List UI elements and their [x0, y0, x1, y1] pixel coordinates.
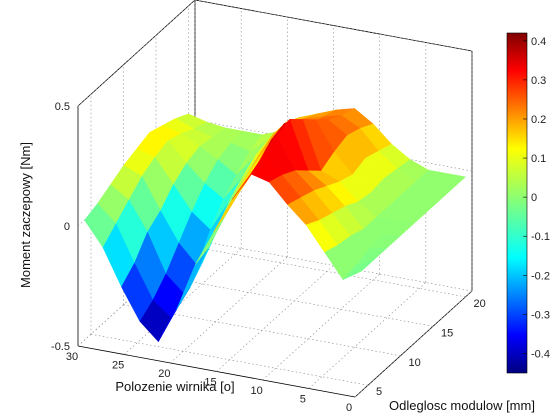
box-edge [77, 0, 196, 107]
grid-line [123, 304, 401, 357]
colorbar-tick-label: 0.2 [531, 114, 546, 126]
y-tick-label: 15 [441, 327, 453, 339]
y-tick-label: 5 [376, 386, 382, 398]
grid-line [308, 282, 427, 389]
box-edge [354, 290, 473, 398]
colorbar-tick-label: -0.4 [531, 348, 550, 360]
colorbar-tick-label: 0.1 [531, 153, 546, 165]
y-tick-label: 10 [409, 357, 421, 369]
x-tick-label: 25 [112, 360, 124, 372]
colorbar-ticks: 0.4 0.3 0.2 0.1 0 -0.1 -0.2 -0.3 -0.4 [523, 36, 550, 360]
colorbar-tick-label: 0 [531, 192, 537, 204]
z-axis-label: Moment zaczepowy [Nm] [18, 142, 33, 288]
z-tick-label: 0.5 [55, 101, 70, 113]
x-tick-label: 0 [346, 402, 352, 414]
grid-line [262, 273, 380, 381]
y-tick-label: 20 [474, 298, 486, 310]
grid-line [194, 0, 473, 52]
x-tick-label: 10 [251, 385, 263, 397]
axis-ticks: -0.5 0 0.5 30 25 20 15 10 5 0 5 10 15 20 [51, 101, 486, 414]
colorbar-tick-label: 0.3 [531, 75, 546, 87]
grid-line [90, 333, 369, 386]
x-tick-label: 30 [66, 351, 78, 363]
colorbar [506, 32, 528, 374]
z-tick-label: -0.5 [51, 341, 70, 353]
y-axis-label: Odleglosc modulow [mm] [389, 398, 535, 413]
grid-line [188, 245, 466, 298]
grid-line [155, 275, 434, 327]
colorbar-tick-label: -0.2 [531, 270, 550, 282]
colorbar-tick-label: 0.4 [531, 36, 546, 48]
colorbar-tick-label: -0.1 [531, 231, 550, 243]
colorbar-tick-label: -0.3 [531, 309, 550, 321]
surface-mesh [84, 108, 467, 343]
x-tick-label: 5 [300, 394, 306, 406]
z-tick-label: 0 [64, 221, 70, 233]
x-axis-label: Polozenie wirnika [o] [115, 379, 234, 394]
surface-patch [342, 259, 375, 280]
grid-line [216, 265, 334, 372]
x-tick-label: 15 [204, 377, 216, 389]
x-tick-label: 20 [158, 368, 170, 380]
